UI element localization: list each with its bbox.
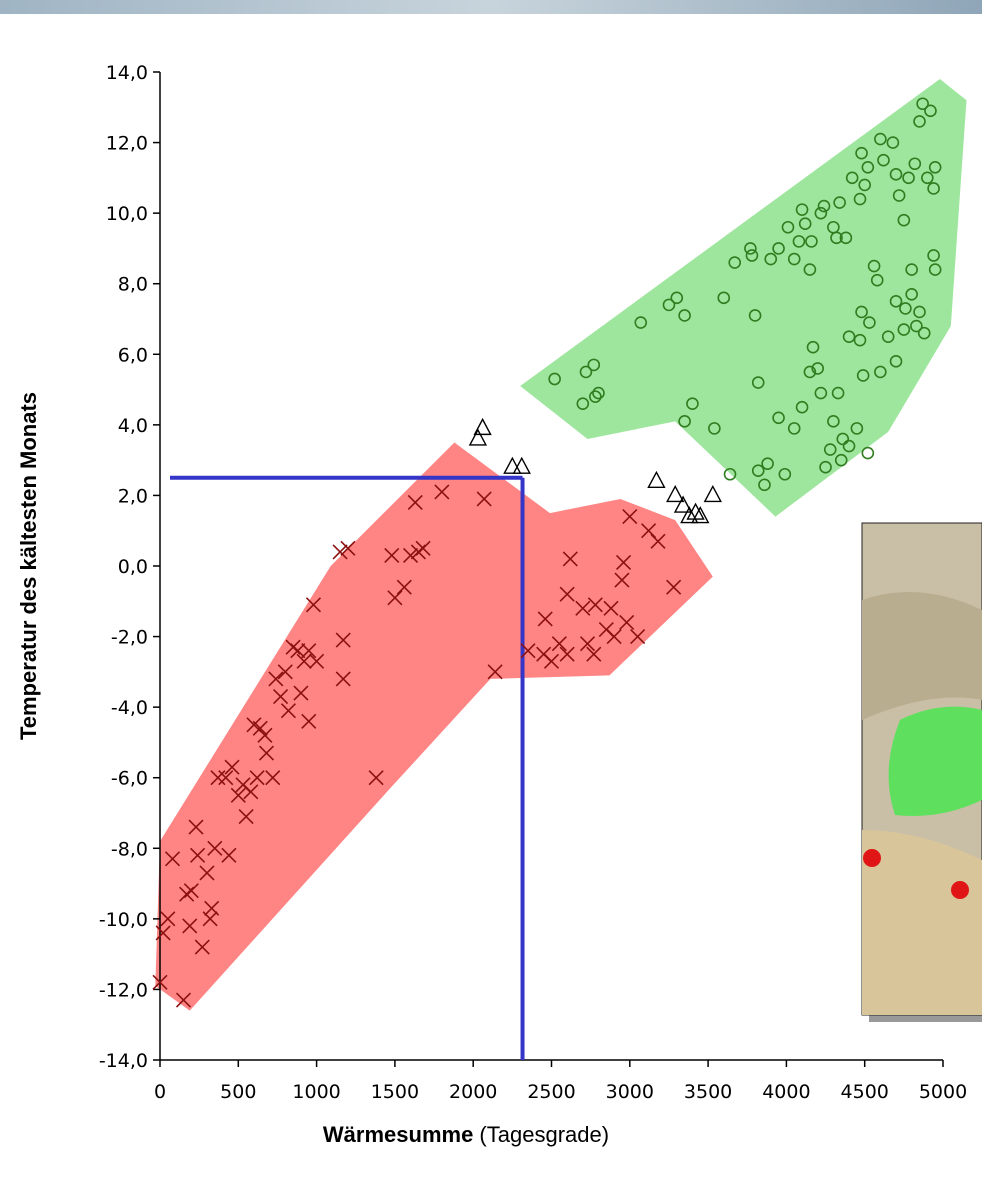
x-tick-label: 2500 — [527, 1081, 575, 1103]
triangle-point — [470, 430, 486, 445]
x-tick-label: 3000 — [606, 1081, 654, 1103]
triangle-point — [705, 486, 721, 501]
map-city — [863, 849, 881, 867]
y-tick-label: -10,0 — [99, 909, 148, 931]
x-tick-label: 0 — [154, 1081, 166, 1103]
map-inset — [862, 523, 982, 1022]
map-zone — [889, 707, 982, 816]
y-tick-label: -6,0 — [111, 768, 148, 790]
triangle-point — [648, 472, 664, 487]
x-axis-label: Wärmesumme (Tagesgrade) — [323, 1122, 609, 1147]
plot-area: -14,0 -12,0 -10,0 -8,0 -6,0 -4,0 -2,0 0,0 2,0 4,0… — [99, 62, 967, 1103]
y-tick-label: 2,0 — [118, 485, 148, 507]
x-tick-label: 2000 — [449, 1081, 497, 1103]
x-tick-label: 4000 — [762, 1081, 810, 1103]
y-tick-label: 10,0 — [106, 203, 148, 225]
triangle-point — [667, 486, 683, 501]
y-tick-label: -4,0 — [111, 697, 148, 719]
y-tick-label: -12,0 — [99, 979, 148, 1001]
x-axis-title: Wärmesumme — [323, 1122, 473, 1147]
x-tick-label: 4500 — [841, 1081, 889, 1103]
header-band — [0, 0, 982, 14]
x-axis-unit: (Tagesgrade) — [473, 1122, 609, 1147]
x-tick-label: 1000 — [292, 1081, 340, 1103]
circle-point — [862, 448, 873, 459]
y-tick-label: -8,0 — [111, 838, 148, 860]
y-tick-label: 12,0 — [106, 133, 148, 155]
y-tick-label: -14,0 — [99, 1050, 148, 1072]
x-tick-label: 3500 — [684, 1081, 732, 1103]
map-city — [951, 881, 969, 899]
triangle-point — [692, 508, 708, 523]
x-tick-label: 500 — [220, 1081, 256, 1103]
y-axis-label: Temperatur des kältesten Monats — [16, 392, 41, 740]
y-tick-label: 0,0 — [118, 556, 148, 578]
chart: -14,0 -12,0 -10,0 -8,0 -6,0 -4,0 -2,0 0,0 2,0 4,0… — [0, 0, 982, 1179]
x-tick-label: 1500 — [371, 1081, 419, 1103]
y-tick-label: 6,0 — [118, 344, 148, 366]
y-tick-label: 14,0 — [106, 62, 148, 84]
y-tick-label: -2,0 — [111, 627, 148, 649]
x-tick-label: 5000 — [919, 1081, 967, 1103]
region — [155, 443, 712, 1011]
page: {"chart_data": {"type": "scatter", "xlab… — [0, 0, 982, 1183]
y-tick-label: 4,0 — [118, 415, 148, 437]
y-tick-label: 8,0 — [118, 274, 148, 296]
